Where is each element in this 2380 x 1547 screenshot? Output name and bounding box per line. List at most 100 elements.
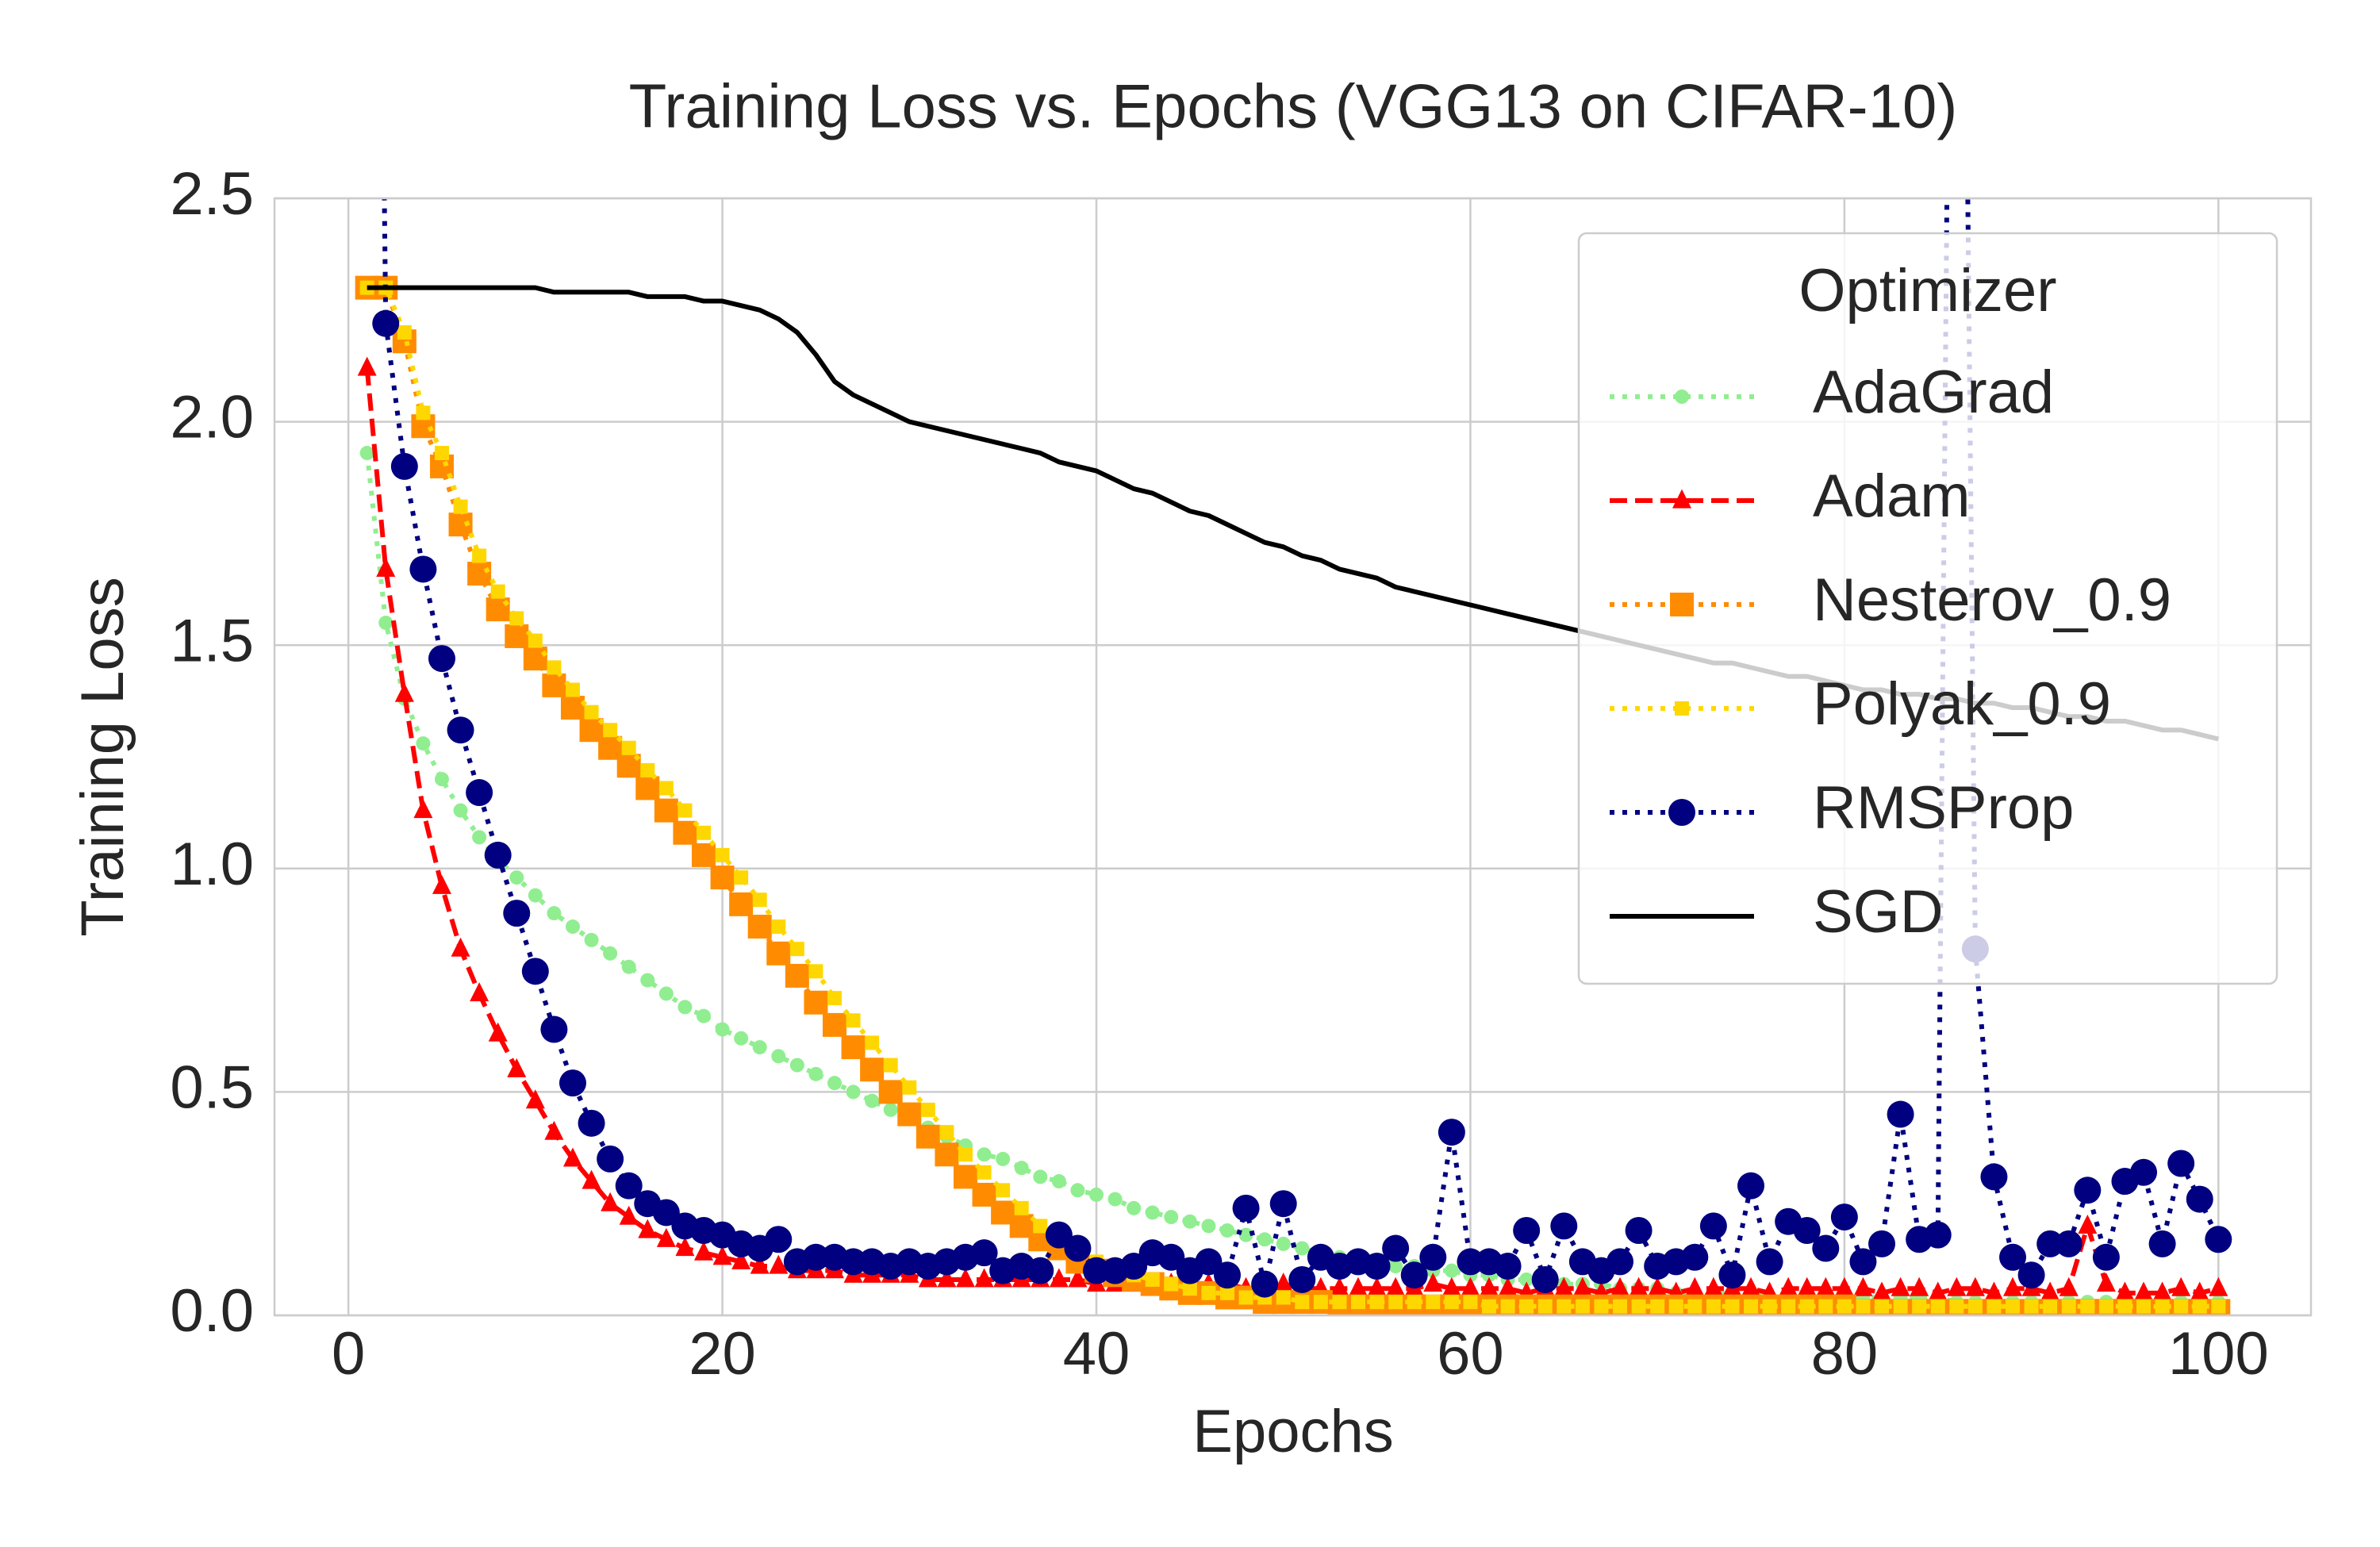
marker — [1550, 1212, 1578, 1240]
marker — [2080, 1299, 2095, 1314]
marker — [827, 1076, 842, 1091]
marker — [1668, 1299, 1683, 1314]
marker — [2061, 1299, 2076, 1314]
x-tick-label: 80 — [1811, 1320, 1879, 1388]
marker — [1797, 1276, 1817, 1296]
marker — [939, 1125, 954, 1140]
marker — [1891, 1276, 1910, 1296]
marker — [1741, 1276, 1761, 1296]
marker — [1219, 1223, 1234, 1238]
marker — [1386, 1276, 1406, 1296]
marker — [1145, 1272, 1160, 1287]
marker — [1014, 1200, 1029, 1215]
marker — [1999, 1243, 2027, 1271]
marker — [565, 682, 580, 697]
marker — [505, 624, 529, 648]
marker — [974, 1268, 994, 1288]
marker — [525, 1089, 545, 1109]
x-tick-label: 0 — [332, 1320, 365, 1388]
marker — [1070, 1183, 1085, 1198]
marker — [1051, 1174, 1066, 1189]
marker — [656, 1227, 676, 1247]
marker — [2136, 1299, 2152, 1314]
marker — [1849, 1248, 1877, 1276]
marker — [808, 964, 823, 979]
marker — [804, 990, 828, 1015]
marker — [1288, 1265, 1316, 1293]
marker — [1027, 1257, 1054, 1284]
marker — [1363, 1253, 1391, 1280]
marker — [977, 1165, 992, 1180]
marker — [1313, 1295, 1328, 1310]
legend-marker — [1668, 799, 1695, 826]
marker — [1269, 1190, 1297, 1218]
marker — [996, 1183, 1011, 1198]
marker — [865, 1093, 880, 1108]
marker — [1872, 1281, 1892, 1301]
marker — [766, 941, 791, 965]
marker — [658, 781, 674, 796]
marker — [1629, 1276, 1649, 1296]
marker — [1650, 1299, 1665, 1314]
marker — [2078, 1214, 2098, 1234]
marker — [582, 1169, 601, 1189]
x-axis-label: Epochs — [1192, 1398, 1394, 1465]
marker — [428, 645, 455, 673]
marker — [1332, 1295, 1347, 1310]
marker — [490, 584, 505, 599]
marker — [488, 1022, 508, 1042]
marker — [2205, 1226, 2232, 1253]
marker — [747, 915, 772, 939]
marker — [1033, 1169, 1048, 1184]
marker — [1685, 1276, 1705, 1296]
marker — [1725, 1299, 1740, 1314]
marker — [1718, 1261, 1746, 1289]
marker — [696, 825, 711, 840]
marker — [2171, 1276, 2191, 1296]
marker — [1064, 1234, 1092, 1262]
marker — [2003, 1276, 2023, 1296]
marker — [1400, 1261, 1428, 1289]
marker — [1980, 1163, 2008, 1191]
marker — [1987, 1299, 2002, 1314]
marker — [1195, 1248, 1223, 1276]
marker — [2192, 1299, 2207, 1314]
legend-label: SGD — [1813, 878, 1944, 946]
marker — [2117, 1299, 2132, 1314]
legend-label: Nesterov_0.9 — [1813, 566, 2171, 634]
marker — [996, 1151, 1011, 1166]
marker — [1799, 1299, 1814, 1314]
marker — [769, 1254, 789, 1274]
y-tick-label: 0.0 — [170, 1277, 254, 1345]
marker — [771, 919, 786, 935]
marker — [472, 830, 487, 845]
marker — [1947, 1276, 1967, 1296]
legend-label: AdaGrad — [1813, 359, 2054, 426]
marker — [883, 1058, 898, 1073]
marker — [1068, 1268, 1088, 1288]
marker — [1699, 1212, 1727, 1240]
marker — [1482, 1299, 1497, 1314]
marker — [559, 1069, 586, 1097]
marker — [1419, 1243, 1447, 1271]
marker — [1868, 1230, 1896, 1257]
marker — [434, 772, 449, 787]
marker — [640, 762, 655, 777]
marker — [453, 803, 468, 818]
marker — [2209, 1276, 2228, 1296]
marker — [1949, 1299, 1964, 1314]
marker — [1164, 1276, 1179, 1292]
marker — [1594, 1299, 1609, 1314]
axes-frame — [273, 197, 2313, 1317]
marker — [528, 633, 543, 648]
marker — [1625, 1216, 1653, 1244]
marker — [1610, 1276, 1630, 1296]
plot-area — [355, 198, 2232, 1315]
marker — [1893, 1299, 1908, 1314]
chart-title: Training Loss vs. Epochs (VGG13 on CIFAR… — [629, 71, 1958, 141]
marker — [1875, 1299, 1890, 1314]
marker — [878, 1080, 903, 1104]
marker — [2043, 1299, 2058, 1314]
marker — [1606, 1248, 1634, 1276]
marker — [521, 958, 549, 985]
